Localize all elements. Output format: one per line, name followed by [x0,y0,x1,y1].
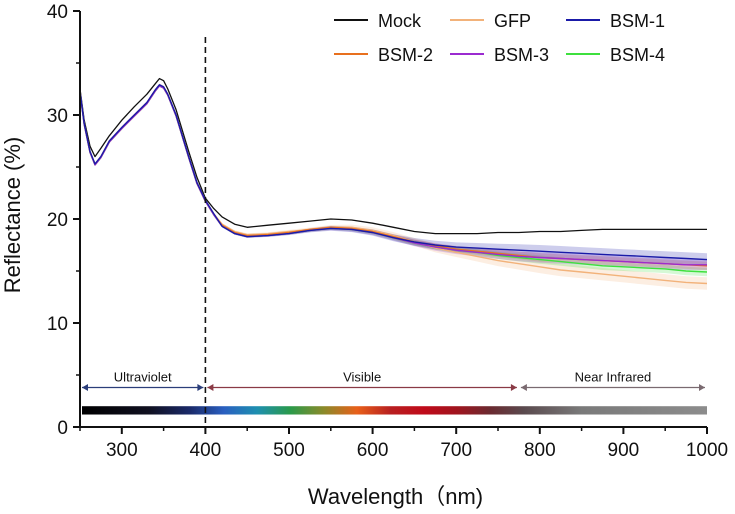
region-arrow-left-ultraviolet [82,383,88,391]
y-tick-label-20: 20 [47,210,68,231]
legend: Mock GFP BSM-1 BSM-2 BSM-3 BSM-4 [334,11,665,65]
series-line-bsm-4 [79,85,708,273]
legend-label-gfp: GFP [494,11,531,31]
x-tick-label-500: 500 [273,440,305,461]
series-lines [79,77,708,285]
error-bands [80,83,707,290]
x-axis-title: Wavelength（nm) [308,484,483,509]
x-tick-label-300: 300 [106,440,138,461]
region-arrow-left-near-infrared [520,383,527,391]
y-tick-label-30: 30 [47,106,68,127]
x-tick-label-700: 700 [440,440,472,461]
y-ticks: 0 10 20 30 40 [47,2,80,439]
x-ticks: 300 400 500 600 700 800 900 1000 [79,427,728,461]
spectrum-bar [82,406,707,415]
x-tick-label-600: 600 [357,440,389,461]
x-tick-label-800: 800 [524,440,556,461]
region-arrow-right-ultraviolet [197,383,204,391]
region-arrow-right-visible [510,383,517,391]
y-tick-label-0: 0 [57,418,68,439]
legend-label-bsm-2: BSM-2 [378,45,433,65]
region-annotations: Ultraviolet Visible Near Infrared [82,369,707,415]
axes [79,11,707,428]
series-line-bsm-1 [79,84,708,261]
x-tick-label-1000: 1000 [686,440,728,461]
legend-label-bsm-3: BSM-3 [494,45,549,65]
y-axis-title: Reflectance (%) [0,137,25,294]
region-label-ultraviolet: Ultraviolet [114,369,172,384]
region-arrow-right-near-infrared [699,383,705,391]
y-tick-label-40: 40 [47,2,68,23]
region-label-near-infrared: Near Infrared [575,369,652,384]
region-arrow-left-visible [207,383,214,391]
band-bsm-4 [80,85,707,277]
region-label-visible: Visible [343,369,381,384]
y-tick-label-10: 10 [47,314,68,335]
series-line-mock [79,77,707,235]
legend-label-bsm-1: BSM-1 [610,11,665,31]
x-tick-label-400: 400 [190,440,222,461]
legend-label-bsm-4: BSM-4 [610,45,665,65]
legend-label-mock: Mock [378,11,422,31]
x-tick-label-900: 900 [608,440,640,461]
